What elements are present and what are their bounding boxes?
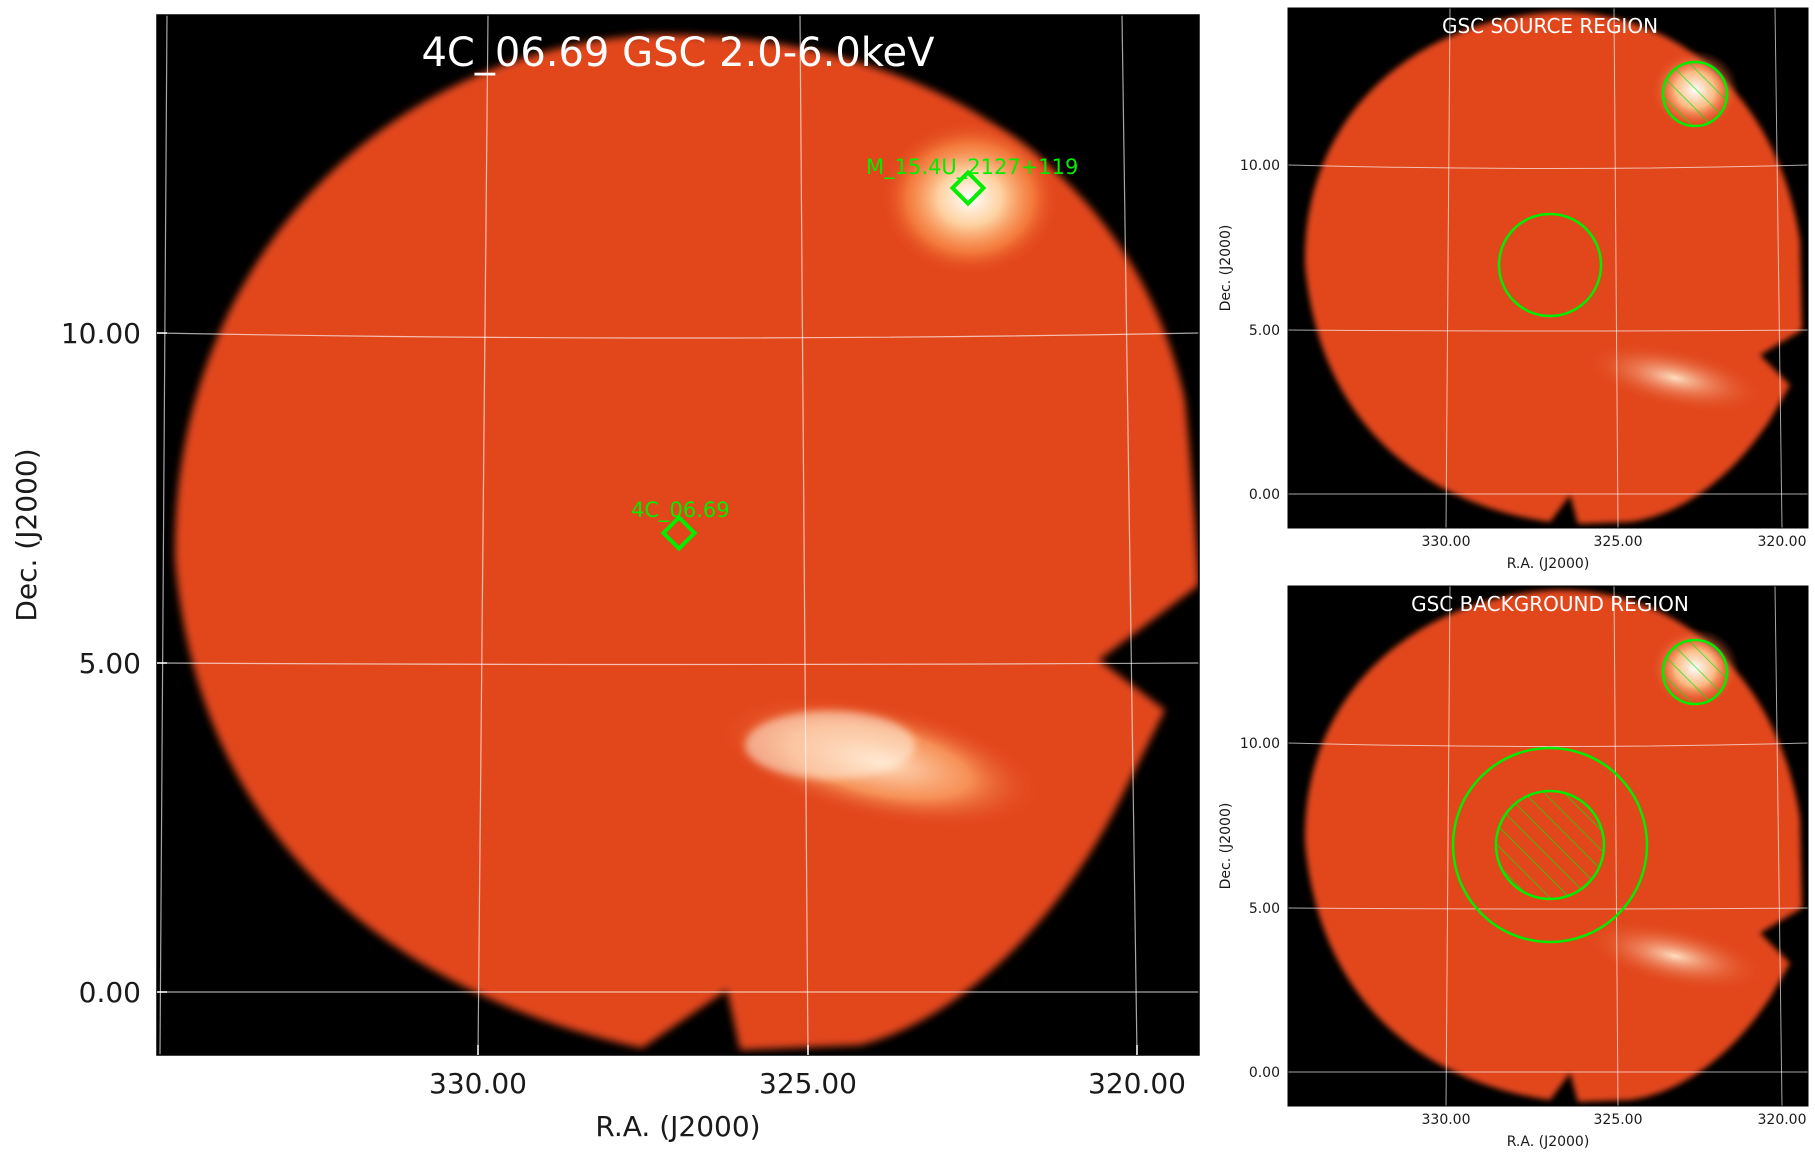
source-region-title: GSC SOURCE REGION bbox=[1442, 14, 1658, 38]
x-tick-325: 325.00 bbox=[1594, 534, 1643, 550]
x-axis-label: R.A. (J2000) bbox=[1507, 556, 1590, 572]
source-region-map: GSC SOURCE REGION 10.00 5.00 0.00 330.00… bbox=[1218, 7, 1809, 572]
bright-source-glow bbox=[880, 120, 1060, 276]
x-tick-330: 330.00 bbox=[429, 1067, 527, 1100]
x-tick-325: 325.00 bbox=[1594, 1112, 1643, 1128]
source-marker-m15[interactable] bbox=[949, 169, 987, 207]
source-exclusion-circle[interactable] bbox=[1661, 60, 1729, 128]
y-tick-5: 5.00 bbox=[79, 647, 141, 680]
source-marker-4c[interactable] bbox=[660, 514, 698, 552]
source-label-m15: M_15.4U_2127+119 bbox=[866, 155, 1078, 180]
x-tick-330: 330.00 bbox=[1422, 534, 1471, 550]
y-tick-10: 10.00 bbox=[1240, 158, 1280, 174]
hatched-inner-region bbox=[1497, 792, 1603, 898]
main-map: M_15.4U_2127+119 4C_06.69 4C_06.69 GSC 2… bbox=[10, 14, 1200, 1143]
y-tick-0: 0.00 bbox=[1249, 1065, 1280, 1081]
coordinate-grid bbox=[157, 15, 1199, 1055]
x-tick-325: 325.00 bbox=[759, 1067, 857, 1100]
y-tick-5: 5.00 bbox=[1249, 323, 1280, 339]
y-axis-label: Dec. (J2000) bbox=[10, 448, 43, 621]
y-tick-10: 10.00 bbox=[61, 317, 141, 350]
x-tick-320: 320.00 bbox=[1758, 1112, 1807, 1128]
y-axis-label: Dec. (J2000) bbox=[1218, 225, 1234, 312]
y-tick-10: 10.00 bbox=[1240, 736, 1280, 752]
background-region-title: GSC BACKGROUND REGION bbox=[1411, 592, 1689, 616]
y-tick-5: 5.00 bbox=[1249, 901, 1280, 917]
x-tick-320: 320.00 bbox=[1758, 534, 1807, 550]
hatched-exclusion bbox=[1664, 641, 1726, 703]
main-panel: M_15.4U_2127+119 4C_06.69 4C_06.69 GSC 2… bbox=[10, 14, 1200, 1143]
hatched-exclusion bbox=[1664, 63, 1726, 125]
source-region-circle[interactable] bbox=[1497, 212, 1603, 318]
x-tick-320: 320.00 bbox=[1088, 1067, 1186, 1100]
source-region-panel: GSC SOURCE REGION 10.00 5.00 0.00 330.00… bbox=[1210, 0, 1815, 578]
background-region-panel: GSC BACKGROUND REGION 10.00 5.00 0.00 33… bbox=[1210, 578, 1815, 1156]
y-axis-label: Dec. (J2000) bbox=[1218, 803, 1234, 890]
source-exclusion-circle[interactable] bbox=[1661, 638, 1729, 706]
x-axis-label: R.A. (J2000) bbox=[595, 1110, 760, 1143]
x-axis-label: R.A. (J2000) bbox=[1507, 1134, 1590, 1150]
background-inner-circle[interactable] bbox=[1494, 789, 1606, 901]
y-tick-0: 0.00 bbox=[1249, 487, 1280, 503]
y-tick-0: 0.00 bbox=[79, 976, 141, 1009]
x-tick-330: 330.00 bbox=[1422, 1112, 1471, 1128]
background-region-map: GSC BACKGROUND REGION 10.00 5.00 0.00 33… bbox=[1218, 585, 1809, 1150]
source-label-4c: 4C_06.69 bbox=[631, 498, 730, 523]
background-outer-circle[interactable] bbox=[1451, 746, 1649, 944]
main-title: 4C_06.69 GSC 2.0-6.0keV bbox=[421, 30, 935, 76]
tick-marks bbox=[157, 332, 1138, 1055]
